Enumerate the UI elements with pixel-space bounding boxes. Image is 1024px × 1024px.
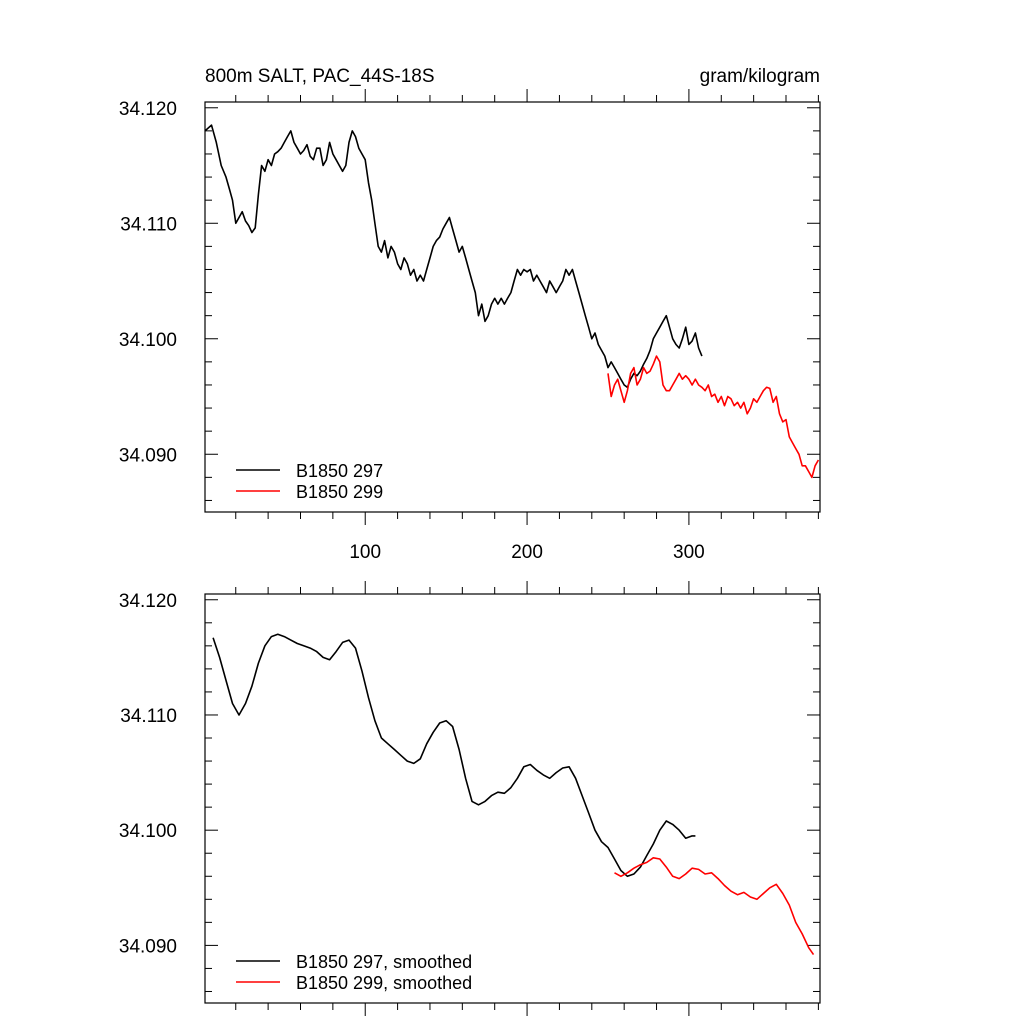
y-tick-label: 34.110 (120, 706, 177, 727)
series-line-b1850-299 (607, 355, 820, 479)
legend-label-299-smoothed: B1850 299, smoothed (296, 973, 472, 993)
plot-area: 34.090 34.100 34.110 34.120 (119, 581, 821, 1016)
legend-label-299: B1850 299 (296, 482, 383, 502)
bottom-chart-panel: 34.090 34.100 34.110 34.120 B1850 297, smoo… (119, 581, 821, 1016)
chart-title: 800m SALT, PAC_44S-18S (205, 66, 435, 87)
y-tick-label: 34.120 (119, 591, 177, 612)
units-label: gram/kilogram (700, 66, 820, 87)
legend: B1850 297, smoothed B1850 299, smoothed (236, 952, 472, 993)
y-tick-label: 34.100 (119, 821, 177, 842)
series-line-b1850-299 (614, 856, 815, 956)
series-line-b1850-297 (212, 633, 696, 878)
legend: B1850 297 B1850 299 (236, 461, 383, 502)
series-line-b1850-297 (204, 124, 703, 389)
x-tick-label: 200 (511, 542, 543, 563)
y-tick-label: 34.100 (119, 330, 177, 351)
plot-frame (204, 593, 821, 1004)
legend-label-297-smoothed: B1850 297, smoothed (296, 952, 472, 972)
top-chart-panel: 800m SALT, PAC_44S-18S gram/kilogram 34.… (119, 66, 821, 563)
x-tick-label: 100 (349, 542, 381, 563)
x-tick-label: 300 (673, 542, 705, 563)
y-tick-label: 34.110 (120, 214, 177, 235)
plot-area: 34.090 34.100 34.110 34.120 100 200 300 (119, 89, 821, 563)
legend-label-297: B1850 297 (296, 461, 383, 481)
y-tick-label: 34.120 (119, 99, 177, 120)
plot-frame (204, 101, 821, 513)
y-tick-label: 34.090 (119, 445, 177, 466)
y-tick-label: 34.090 (119, 936, 177, 957)
